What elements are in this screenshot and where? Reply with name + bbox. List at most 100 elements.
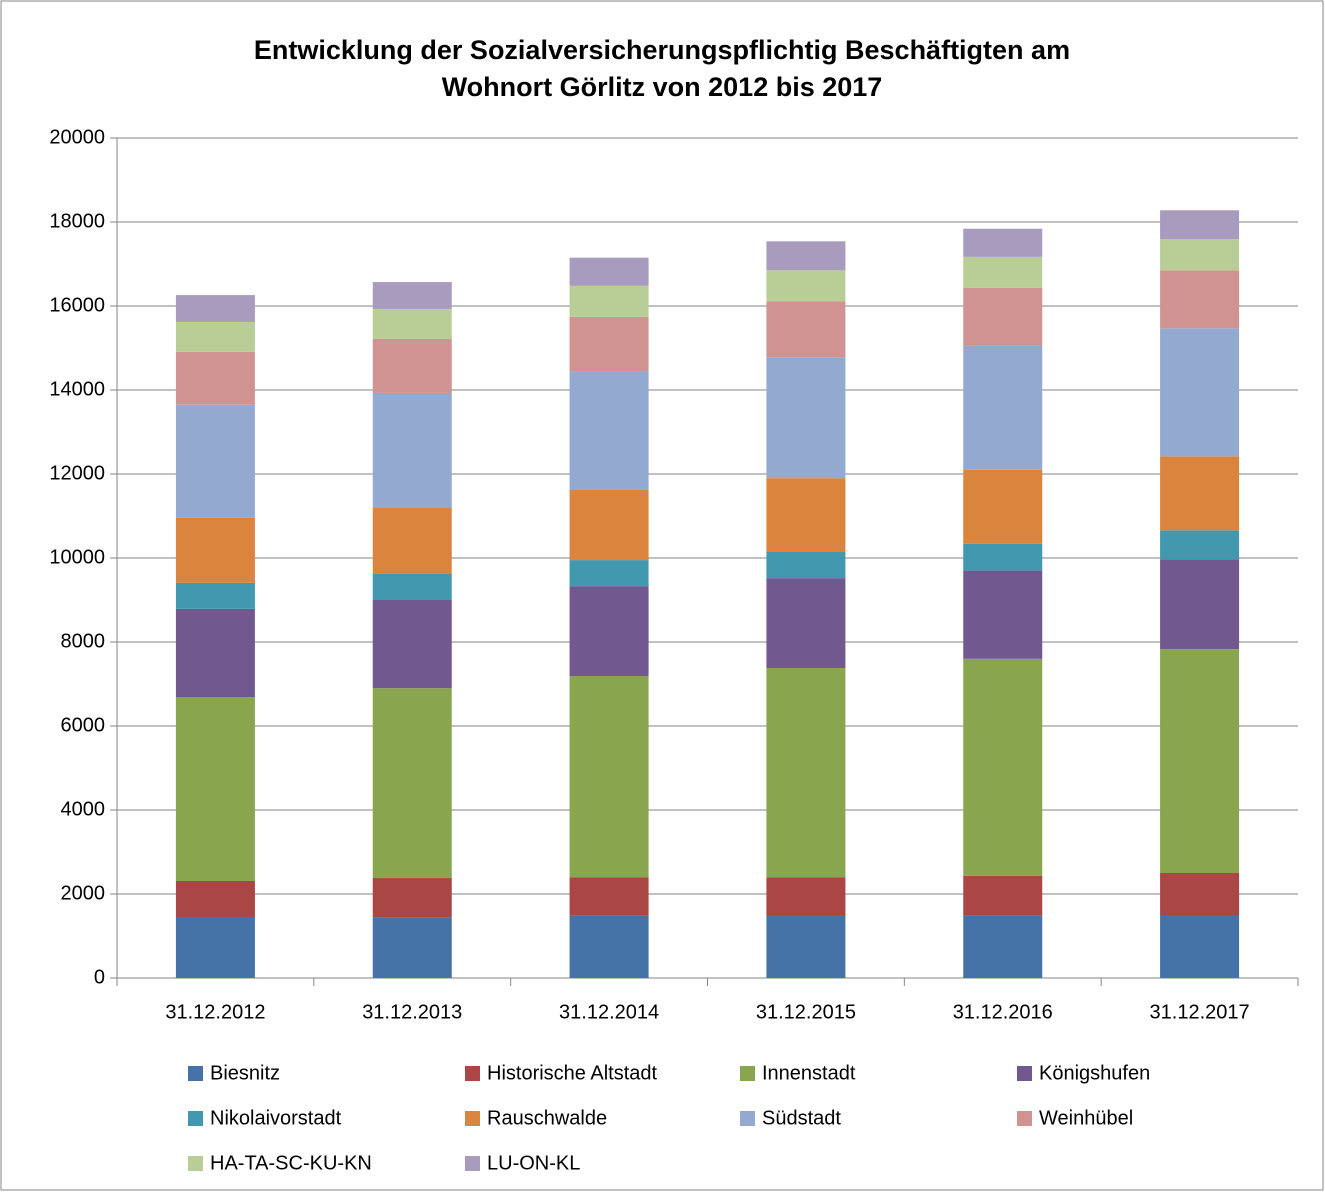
y-tick-label: 18000 [49,210,105,232]
bar-segment [175,697,255,881]
x-tick-label: 31.12.2016 [953,1001,1053,1023]
legend-swatch [1017,1111,1032,1126]
bar-segment [372,392,452,509]
bar-segment [1160,873,1240,915]
x-tick-label: 31.12.2013 [362,1001,462,1023]
legend-label: Historische Altstadt [487,1062,658,1084]
bar-segment [963,287,1043,346]
bar-segment [1160,328,1240,457]
legend-swatch [465,1066,480,1081]
bar-segment [372,600,452,689]
bar-segment [766,478,846,552]
bar-segment [569,586,649,677]
bar-segment [569,877,649,916]
y-tick-label: 0 [94,966,105,988]
legend-label: Weinhübel [1039,1107,1133,1129]
bar-segment [963,570,1043,659]
y-tick-label: 16000 [49,294,105,316]
bar-segment [766,270,846,302]
bar-segment [963,875,1043,916]
legend-swatch [188,1156,203,1171]
y-tick-label: 4000 [61,798,106,820]
y-tick-label: 10000 [49,546,105,568]
bar-segment [1160,915,1240,978]
y-tick-label: 6000 [61,714,106,736]
bar-segment [175,582,255,609]
y-tick-label: 14000 [49,378,105,400]
bar-segment [1160,210,1240,240]
legend-label: Rauschwalde [487,1107,607,1129]
bar-segment [766,578,846,669]
legend-label: HA-TA-SC-KU-KN [210,1152,372,1174]
legend-label: Königshufen [1039,1062,1150,1084]
bar-segment [175,608,255,698]
bar-segment [569,285,649,317]
bar-segment [372,878,452,918]
legend-label: Innenstadt [762,1062,856,1084]
y-tick-label: 12000 [49,462,105,484]
bar-segment [372,573,452,600]
bar-segment [569,489,649,561]
bar-segment [175,295,255,322]
bar-segment [175,517,255,583]
chart-title: Entwicklung der Sozialversicherungspflic… [254,35,1070,65]
legend-label: Nikolaivorstadt [210,1107,342,1129]
bar-segment [569,915,649,978]
y-tick-label: 8000 [61,630,106,652]
bar-segment [569,257,649,286]
bar-segment [963,915,1043,978]
bar-segment [175,321,255,352]
legend-swatch [740,1111,755,1126]
bar-segment [1160,649,1240,873]
bar-segment [175,351,255,405]
legend-label: LU-ON-KL [487,1152,580,1174]
bar-segment [372,508,452,574]
x-tick-label: 31.12.2014 [559,1001,659,1023]
legend-swatch [465,1156,480,1171]
bar-segment [766,877,846,915]
bar-segment [1160,270,1240,329]
bar-segment [1160,559,1240,650]
bar-segment [1160,530,1240,560]
bar-segment [372,917,452,978]
bar-segment [569,371,649,490]
bar-segment [569,676,649,878]
x-tick-label: 31.12.2017 [1150,1001,1250,1023]
bar-segment [766,668,846,878]
legend-label: Südstadt [762,1107,841,1129]
bar-segment [175,917,255,978]
legend-swatch [188,1111,203,1126]
y-tick-label: 20000 [49,126,105,148]
bar-segment [766,301,846,358]
legend-swatch [465,1111,480,1126]
legend-label: Biesnitz [210,1062,280,1084]
bar-segment [963,256,1043,288]
y-tick-label: 2000 [61,882,106,904]
bar-segment [766,915,846,978]
legend-swatch [188,1066,203,1081]
bar-segment [372,282,452,309]
legend-swatch [740,1066,755,1081]
bar-segment [569,316,649,372]
bar-segment [372,338,452,393]
bar-segment [175,404,255,518]
x-tick-label: 31.12.2012 [165,1001,265,1023]
bar-segment [372,308,452,339]
bar-segment [1160,239,1240,271]
bar-segment [766,551,846,579]
x-tick-label: 31.12.2015 [756,1001,856,1023]
bar-segment [963,345,1043,470]
bar-segment [766,241,846,271]
legend-swatch [1017,1066,1032,1081]
chart-title: Wohnort Görlitz von 2012 bis 2017 [442,72,883,102]
bar-segment [175,880,255,918]
bar-segment [963,543,1043,571]
bar-segment [569,560,649,587]
bar-segment [963,658,1043,876]
bar-segment [766,357,846,479]
bar-segment [372,688,452,879]
bar-segment [963,469,1043,544]
bar-segment [963,228,1043,257]
